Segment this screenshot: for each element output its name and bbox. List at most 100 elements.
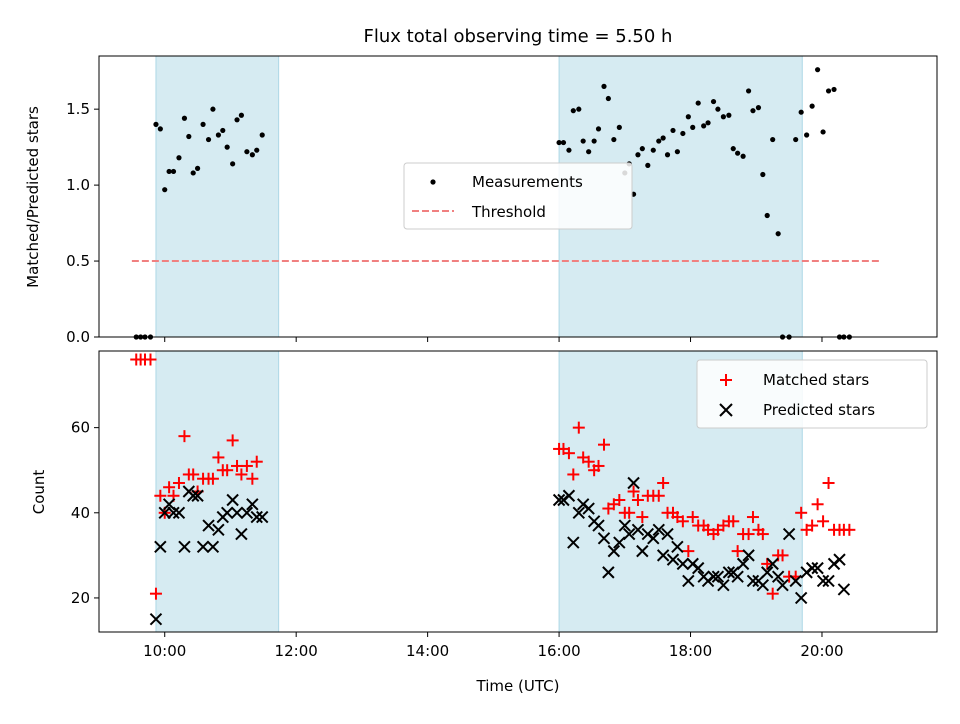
predicted-star-point xyxy=(837,583,851,596)
predicted-star-point xyxy=(717,578,730,592)
measurement-point xyxy=(670,127,676,134)
predicted-star-point xyxy=(636,544,649,558)
predicted-star-point xyxy=(647,532,660,545)
measurements-series xyxy=(133,67,852,340)
matched-star-point xyxy=(686,511,699,524)
matched-star-point xyxy=(742,528,755,541)
matched-star-point xyxy=(657,476,670,489)
measurement-point xyxy=(664,152,671,158)
predicted-star-point xyxy=(722,566,736,579)
legend-predicted-label: Predicted stars xyxy=(763,401,875,419)
matched-star-point xyxy=(682,545,695,558)
matched-star-point xyxy=(572,421,585,434)
measurement-point xyxy=(176,155,182,161)
predicted-star-point xyxy=(707,570,720,583)
predicted-star-point xyxy=(731,570,744,583)
measurement-point xyxy=(635,152,641,158)
predicted-star-point xyxy=(811,561,824,575)
x-tick-label: 14:00 xyxy=(406,642,449,660)
predicted-star-point xyxy=(186,489,200,502)
predicted-star-point xyxy=(761,566,774,579)
predicted-star-point xyxy=(627,476,640,490)
shaded-interval xyxy=(155,350,280,633)
measurement-point xyxy=(244,149,250,155)
measurement-point xyxy=(205,136,212,143)
predicted-star-point xyxy=(652,523,665,537)
predicted-star-point xyxy=(736,557,750,571)
measurement-point xyxy=(259,132,265,138)
top-y-axis-ticks: 0.0 0.5 1.0 1.5 xyxy=(66,100,99,346)
matched-star-point xyxy=(623,506,636,519)
predicted-star-point xyxy=(742,549,755,562)
matched-star-point xyxy=(154,489,167,502)
predicted-star-point xyxy=(671,540,684,554)
legend-threshold-label: Threshold xyxy=(471,203,546,221)
predicted-star-point xyxy=(618,519,632,532)
shaded-interval xyxy=(155,55,280,338)
measurement-point xyxy=(814,67,821,73)
measurement-point xyxy=(798,109,804,115)
x-tick-label: 12:00 xyxy=(275,642,318,660)
legend-predicted-marker xyxy=(719,403,733,417)
predicted-star-point xyxy=(212,523,225,537)
predicted-star-point xyxy=(794,591,808,605)
matched-star-point xyxy=(178,430,191,443)
predicted-star-point xyxy=(178,540,191,554)
matched-star-point xyxy=(212,451,225,464)
measurement-point xyxy=(238,112,245,118)
measurement-point xyxy=(720,114,726,120)
y-tick-label: 1.0 xyxy=(66,176,90,194)
bottom-legend-box xyxy=(696,359,928,429)
x-tick-label: 20:00 xyxy=(800,642,843,660)
y-tick-label: 60 xyxy=(71,419,90,437)
x-tick-label: 10:00 xyxy=(143,642,186,660)
measurement-point xyxy=(755,105,762,111)
matched-star-point xyxy=(731,545,744,558)
measurement-point xyxy=(560,139,567,146)
measurement-point xyxy=(616,124,622,130)
predicted-stars-series xyxy=(149,476,851,626)
predicted-star-point xyxy=(220,506,234,519)
matched-star-point xyxy=(246,472,259,485)
matched-star-point xyxy=(676,515,689,528)
predicted-star-point xyxy=(235,527,248,541)
predicted-star-point xyxy=(250,510,263,524)
measurement-point xyxy=(595,126,602,132)
matched-star-point xyxy=(766,587,779,600)
measurement-point xyxy=(760,171,766,178)
predicted-star-point xyxy=(167,506,180,519)
predicted-star-point xyxy=(666,553,680,566)
matched-star-point xyxy=(631,494,644,507)
measurement-point xyxy=(186,133,192,140)
measurement-point xyxy=(831,86,837,93)
predicted-star-point xyxy=(682,574,695,588)
measurement-point xyxy=(153,121,159,127)
y-tick-label: 0.0 xyxy=(66,328,90,346)
matched-star-point xyxy=(240,459,253,472)
matched-star-point xyxy=(187,468,200,481)
measurement-point xyxy=(793,136,799,143)
predicted-star-point xyxy=(782,527,796,541)
predicted-star-point xyxy=(602,566,615,579)
predicted-star-point xyxy=(572,506,586,519)
predicted-star-point xyxy=(191,489,204,502)
predicted-star-point xyxy=(149,613,163,626)
predicted-star-point xyxy=(805,561,819,575)
predicted-star-point xyxy=(816,574,830,588)
matched-star-point xyxy=(822,476,835,489)
matched-star-point xyxy=(250,455,263,468)
bottom-plot-panel: 20 40 60 10:00 12:00 14:00 16:00 18:00 20:00 Ti… xyxy=(30,350,938,695)
matched-star-point xyxy=(235,468,248,481)
matched-star-point xyxy=(172,476,185,489)
predicted-star-point xyxy=(226,493,239,507)
measurement-point xyxy=(745,88,752,94)
predicted-star-point xyxy=(833,553,846,566)
matched-star-point xyxy=(761,557,774,570)
predicted-star-point xyxy=(607,544,621,558)
bottom-y-axis-label: Count xyxy=(30,470,48,515)
top-legend: Measurements Threshold xyxy=(403,162,633,230)
legend-matched-marker xyxy=(720,374,732,386)
measurement-point xyxy=(764,212,770,219)
bottom-shaded-regions xyxy=(155,350,803,633)
y-tick-label: 1.5 xyxy=(66,100,90,118)
